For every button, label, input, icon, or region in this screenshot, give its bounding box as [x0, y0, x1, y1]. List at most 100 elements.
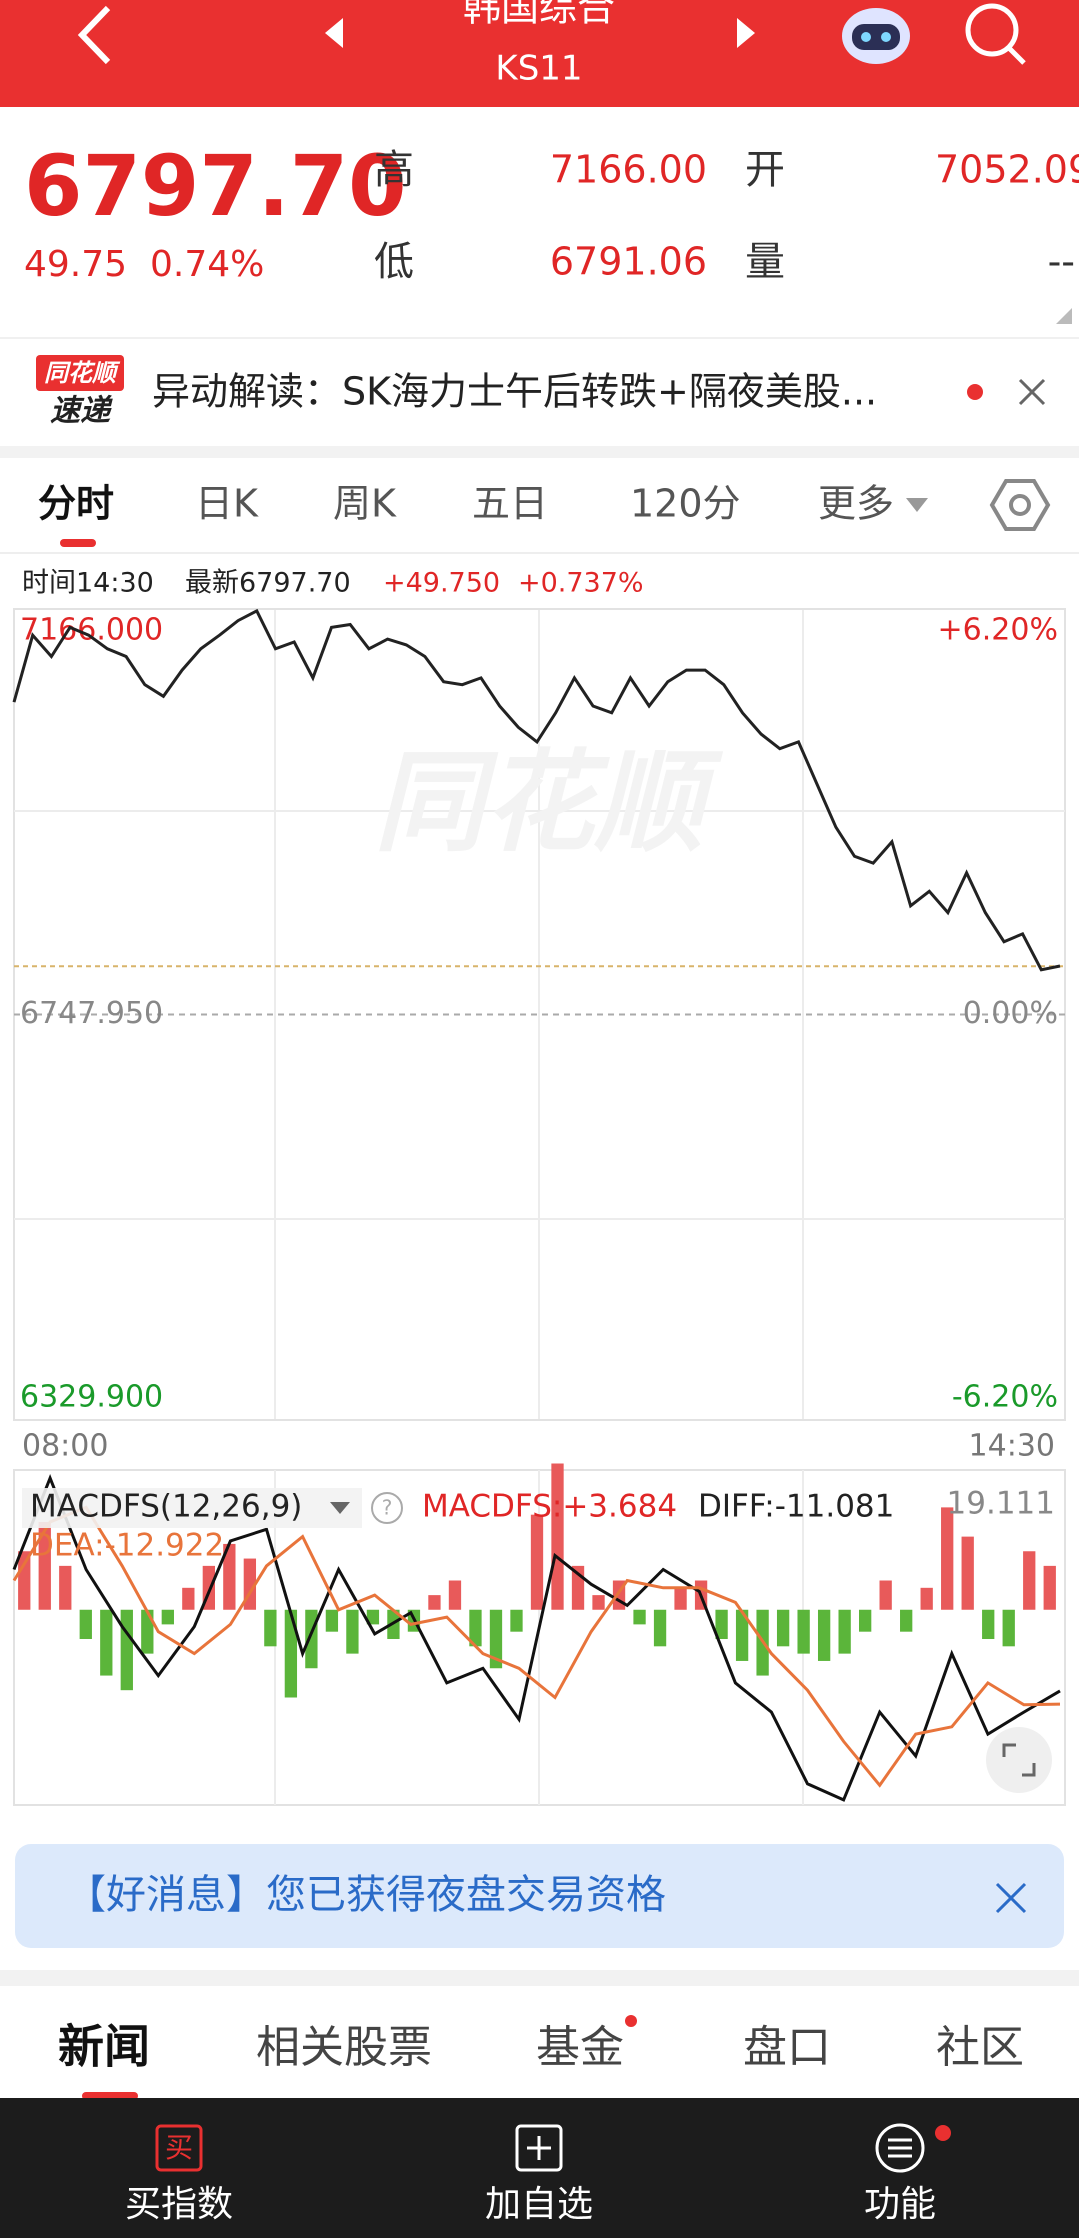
- macd-bar: [469, 1609, 482, 1647]
- low: 6791.06: [550, 240, 707, 284]
- news-tab[interactable]: 新闻: [58, 2020, 150, 2074]
- info-latest: 最新6797.70: [185, 568, 351, 599]
- banner-close[interactable]: [995, 1882, 1027, 1914]
- prev-button[interactable]: [325, 18, 343, 48]
- macd-bar: [920, 1587, 933, 1610]
- y2-tick-label: +6.20%: [938, 613, 1058, 648]
- tab[interactable]: 日K: [195, 482, 259, 526]
- macd-bar: [879, 1580, 892, 1610]
- logo-top-bg: [36, 355, 124, 391]
- macd-bar: [715, 1609, 728, 1640]
- change: 49.75: [24, 244, 127, 285]
- unread-dot: [935, 2125, 951, 2141]
- macd-bar: [530, 1514, 544, 1610]
- tab-indicator: [60, 539, 96, 547]
- macd-bar: [38, 1522, 51, 1610]
- macd-bar: [838, 1609, 851, 1654]
- buy-icon-glyph: 买: [165, 2131, 193, 2164]
- gear-icon: [989, 479, 1051, 531]
- macd-bar: [489, 1609, 503, 1669]
- tab[interactable]: 更多: [818, 482, 894, 526]
- function-button[interactable]: 功能: [864, 2123, 951, 2225]
- news-flash[interactable]: 同花顺 速递 异动解读：SK海力士午后转跌+隔夜美股...: [36, 355, 877, 429]
- open: 7052.09: [935, 148, 1079, 192]
- robot-eye: [881, 32, 891, 42]
- macd-value: MACDFS:+3.684: [422, 1489, 677, 1525]
- info-change: +49.750: [383, 568, 500, 599]
- macd-bar: [797, 1609, 810, 1654]
- macd-bar: [1023, 1551, 1036, 1610]
- expand-corner: [1056, 308, 1072, 324]
- legend-entry: DIFF:-11.081: [698, 1489, 894, 1525]
- macd-bar: [141, 1609, 154, 1654]
- volume-label: 量: [745, 239, 785, 285]
- banner[interactable]: [15, 1844, 1064, 1948]
- unread-dot: [625, 2015, 637, 2027]
- bottom-label: 买指数: [125, 2184, 233, 2225]
- bottom-label: 功能: [864, 2184, 936, 2225]
- macd-bar: [941, 1507, 954, 1610]
- add-icon: [527, 2136, 551, 2160]
- fullscreen-button[interactable]: [986, 1727, 1052, 1793]
- assistant-icon[interactable]: [842, 8, 910, 64]
- tab[interactable]: 分时: [38, 482, 114, 526]
- gear-icon: [1009, 494, 1031, 516]
- add-icon: [515, 2124, 563, 2172]
- fullscreen-bg: [986, 1727, 1052, 1793]
- news-tab[interactable]: 盘口: [743, 2022, 831, 2073]
- macd-bar: [79, 1609, 92, 1640]
- y-tick-label: 6747.950: [20, 996, 163, 1031]
- tab[interactable]: 周K: [333, 482, 397, 526]
- price-chart: 7166.000 6747.950 6329.900 +6.20% 0.00% -6.20…: [12, 608, 1065, 1421]
- add-watch-button[interactable]: 加自选: [485, 2124, 593, 2225]
- news-text: 异动解读：SK海力士午后转跌+隔夜美股...: [152, 370, 877, 414]
- header-code: KS11: [495, 49, 582, 89]
- tab[interactable]: 五日: [472, 482, 548, 526]
- indicator-name: MACDFS(12,26,9): [30, 1489, 302, 1525]
- macd-bar: [633, 1609, 646, 1625]
- low-label: 低: [374, 239, 414, 285]
- robot-face: [852, 24, 900, 50]
- macd-bar: [961, 1536, 974, 1610]
- unread-dot: [967, 384, 983, 400]
- legend-entry: DEA:-12.922: [30, 1528, 224, 1564]
- help-icon[interactable]: [371, 1492, 403, 1524]
- banner-text: 【好消息】您已获得夜盘交易资格: [66, 1872, 666, 1918]
- bottom-label: 加自选: [485, 2184, 593, 2225]
- news-tab[interactable]: 相关股票: [256, 2022, 432, 2073]
- dropdown-arrow: [906, 498, 928, 512]
- y-tick-label: 6329.900: [20, 1380, 163, 1415]
- separator: [0, 446, 1079, 458]
- macd-bar: [223, 1543, 236, 1610]
- close-button[interactable]: [1018, 378, 1046, 406]
- next-button[interactable]: [737, 18, 755, 48]
- macd-bar: [448, 1580, 462, 1610]
- indicator-selector[interactable]: [22, 1488, 362, 1528]
- header-title: 韩国综合: [463, 0, 615, 30]
- search-icon: [1007, 46, 1026, 65]
- macd-bar: [428, 1595, 441, 1610]
- search-button[interactable]: [965, 3, 1026, 65]
- price-line: [12, 608, 1061, 972]
- macd-bar: [510, 1609, 523, 1632]
- back-button[interactable]: [77, 5, 111, 65]
- macd-bar: [674, 1587, 687, 1610]
- robot-eye: [861, 32, 871, 42]
- info-change-pct: +0.737%: [518, 568, 644, 599]
- function-icon: [875, 2123, 925, 2173]
- macd-top-label: 19.111: [947, 1486, 1055, 1522]
- macd-line: [12, 1505, 1061, 1788]
- news-tab[interactable]: 基金: [536, 2022, 624, 2073]
- macd-bar: [592, 1595, 605, 1610]
- buy-button[interactable]: 买 买指数: [125, 2124, 233, 2225]
- macd-chart: [12, 1463, 1061, 1802]
- news-tab[interactable]: 社区: [936, 2022, 1024, 2073]
- volume: --: [1048, 240, 1075, 284]
- logo-bottom: 速递: [50, 394, 113, 429]
- macd-bar: [735, 1609, 749, 1661]
- settings-button[interactable]: [989, 479, 1051, 531]
- open-label: 开: [745, 147, 785, 193]
- macd-bar: [161, 1609, 174, 1625]
- tab[interactable]: 120分: [630, 482, 741, 526]
